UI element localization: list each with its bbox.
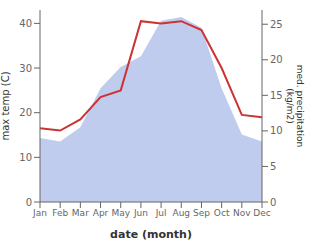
svg-text:0: 0 [26,197,32,208]
svg-text:5: 5 [270,161,276,172]
svg-text:0: 0 [270,197,276,208]
svg-text:Mar: Mar [72,208,89,218]
svg-text:date (month): date (month) [110,228,192,241]
svg-text:30: 30 [19,63,32,74]
svg-text:20: 20 [270,54,283,65]
svg-text:15: 15 [270,90,283,101]
svg-text:Sep: Sep [193,208,210,218]
svg-text:Aug: Aug [172,208,190,218]
svg-text:Nov: Nov [233,208,251,218]
svg-text:20: 20 [19,107,32,118]
svg-text:Jun: Jun [133,208,148,218]
svg-text:Dec: Dec [253,208,270,218]
svg-text:10: 10 [270,125,283,136]
svg-text:40: 40 [19,18,32,29]
svg-text:max temp (C): max temp (C) [8,71,11,140]
svg-text:Apr: Apr [93,208,109,218]
svg-text:Oct: Oct [214,208,230,218]
svg-text:25: 25 [270,19,283,30]
svg-text:Jul: Jul [155,208,167,218]
svg-text:Jan: Jan [32,208,47,218]
svg-text:med. precipitation(kg/m2): med. precipitation(kg/m2) [285,65,305,147]
svg-text:Feb: Feb [52,208,68,218]
svg-text:10: 10 [19,152,32,163]
svg-text:May: May [111,208,130,218]
